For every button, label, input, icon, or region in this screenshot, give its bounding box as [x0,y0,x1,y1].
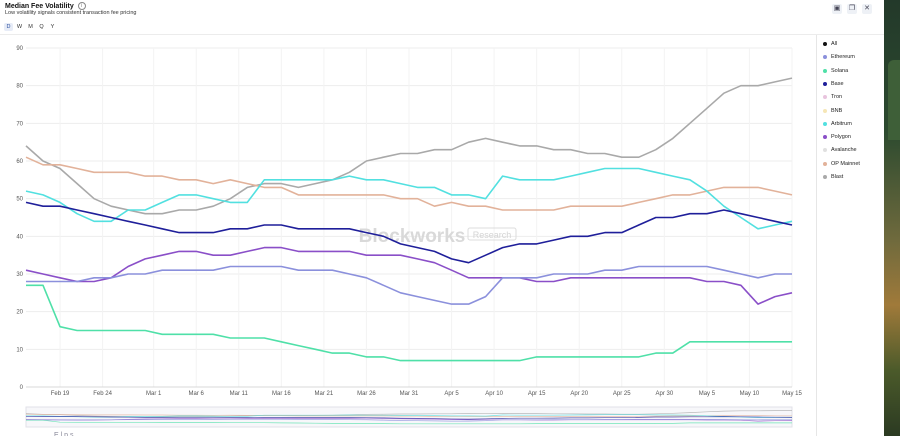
legend-label: Avalanche [831,147,857,154]
navigator-line-polygon [25,418,793,422]
chart-header: Median Fee Volatility i Low volatility s… [0,0,884,35]
legend-dot-icon [823,121,827,126]
y-tick-label: 30 [16,272,23,278]
y-tick-label: 80 [16,84,23,90]
timeframe-selector: D W M Q Y [4,23,57,31]
legend-label: Blast [831,174,844,180]
legend-item-avalanche[interactable]: Avalanche [823,147,857,153]
x-tick-label: Mar 16 [272,391,291,397]
x-tick-label: May 10 [740,391,760,397]
title-row: Median Fee Volatility i [5,2,86,10]
navigator-line-ethereum [26,418,792,422]
y-tick-label: 40 [16,234,23,240]
x-tick-label: Apr 25 [613,391,631,397]
legend-item-solana[interactable]: Solana [823,68,848,74]
timeframe-w-button[interactable]: W [16,24,23,30]
legend-dot-icon [823,135,827,140]
series-line-arbitrum [25,167,793,230]
series-line-base [25,201,793,264]
y-tick-label: 60 [16,159,23,165]
x-tick-label: Apr 10 [485,391,503,397]
x-tick-label: Feb 19 [51,391,70,397]
legend-item-all[interactable]: All [823,41,837,47]
x-tick-label: May 5 [699,391,716,397]
copy-icon[interactable]: ❐ [847,4,857,14]
watermark-brand: Blockworks [359,226,466,247]
series-line-polygon [25,246,793,305]
navigator-line-base [25,415,793,420]
legend-item-tron[interactable]: Tron [823,94,842,100]
legend-label: Arbitrum [831,120,852,127]
x-tick-label: Mar 21 [315,391,334,397]
legend-label: Solana [831,67,849,74]
legend-item-arbitrum[interactable]: Arbitrum [823,121,852,127]
timeframe-m-button[interactable]: M [28,24,33,30]
close-icon[interactable]: ✕ [862,4,872,14]
legend-dot-icon [823,161,827,166]
legend-item-blast[interactable]: Blast [823,174,843,180]
chart-subtitle: Low volatility signals consistent transa… [5,10,137,16]
x-tick-label: Apr 20 [570,391,588,397]
watermark-tag-box [467,227,517,241]
x-tick-label: May 15 [782,391,802,397]
navigator-line-op-mainnet [25,413,793,417]
legend-dot-icon [823,148,827,153]
series-line-ethereum [26,265,792,305]
x-tick-label: Mar 6 [189,391,205,397]
camera-icon[interactable]: ▣ [832,4,842,14]
y-tick-label: 90 [16,46,23,52]
timeframe-d-button[interactable]: D [4,23,13,31]
info-icon[interactable]: i [77,2,86,10]
legend-label: Polygon [831,134,851,141]
navigator-track [25,406,793,428]
chart-area: 0 10 20 30 40 50 60 70 80 90 Feb 19 Feb 24 Mar 1 Mar … [0,35,816,439]
x-tick-label: Feb 24 [93,391,112,397]
legend-item-ethereum[interactable]: Ethereum [823,54,855,60]
legend-item-op-mainnet[interactable]: OP Mainnet [823,161,860,167]
x-tick-label: Apr 30 [655,391,673,397]
timeframe-y-button[interactable]: Y [50,24,55,30]
legend-dot-icon [823,175,827,179]
x-tick-label: Mar 26 [357,391,376,397]
legend-label: Base [831,80,844,87]
navigator-label: E l p s [54,432,74,436]
x-tick-label: Mar 1 [146,391,162,397]
watermark-tag: Research [473,230,512,240]
legend-label: Tron [831,94,843,101]
y-tick-label: 50 [16,197,23,203]
series-line-solana [26,284,792,362]
toolbar: ▣ ❐ ✕ [832,4,872,14]
y-tick-label: 0 [20,385,24,391]
line-chart[interactable]: 0 10 20 30 40 50 60 70 80 90 Feb 19 Feb 24 Mar 1 Mar … [0,35,816,439]
chart-title: Median Fee Volatility [5,2,74,10]
legend-label: Ethereum [831,54,855,61]
legend-dot-icon [823,108,827,113]
legend-item-bnb[interactable]: BNB [823,108,842,114]
y-tick-label: 10 [16,347,23,353]
legend-dot-icon [823,95,827,100]
x-tick-label: Mar 11 [230,391,249,397]
x-tick-label: Apr 15 [528,391,546,397]
legend-label: BNB [831,107,843,114]
legend-dot-icon [823,81,827,86]
legend-dot-icon [823,42,827,46]
y-tick-label: 70 [16,121,23,127]
series-line-op-mainnet [25,156,793,211]
x-tick-label: Apr 5 [444,391,459,397]
background-photo-hill [888,60,900,140]
legend-label: All [831,41,838,47]
legend-item-base[interactable]: Base [823,81,844,87]
legend-dot-icon [823,68,827,73]
navigator-line-arbitrum [25,414,793,418]
legend-dot-icon [823,55,827,60]
legend: All Ethereum Solana Base Tron BNB Arbitrum Poly… [816,35,885,436]
legend-item-polygon[interactable]: Polygon [823,134,851,140]
navigator-line-solana [26,419,792,425]
y-tick-label: 20 [16,310,23,316]
x-tick-label: Mar 31 [400,391,419,397]
timeframe-q-button[interactable]: Q [39,24,44,30]
legend-label: OP Mainnet [831,160,860,167]
series-line-blast [25,77,793,215]
